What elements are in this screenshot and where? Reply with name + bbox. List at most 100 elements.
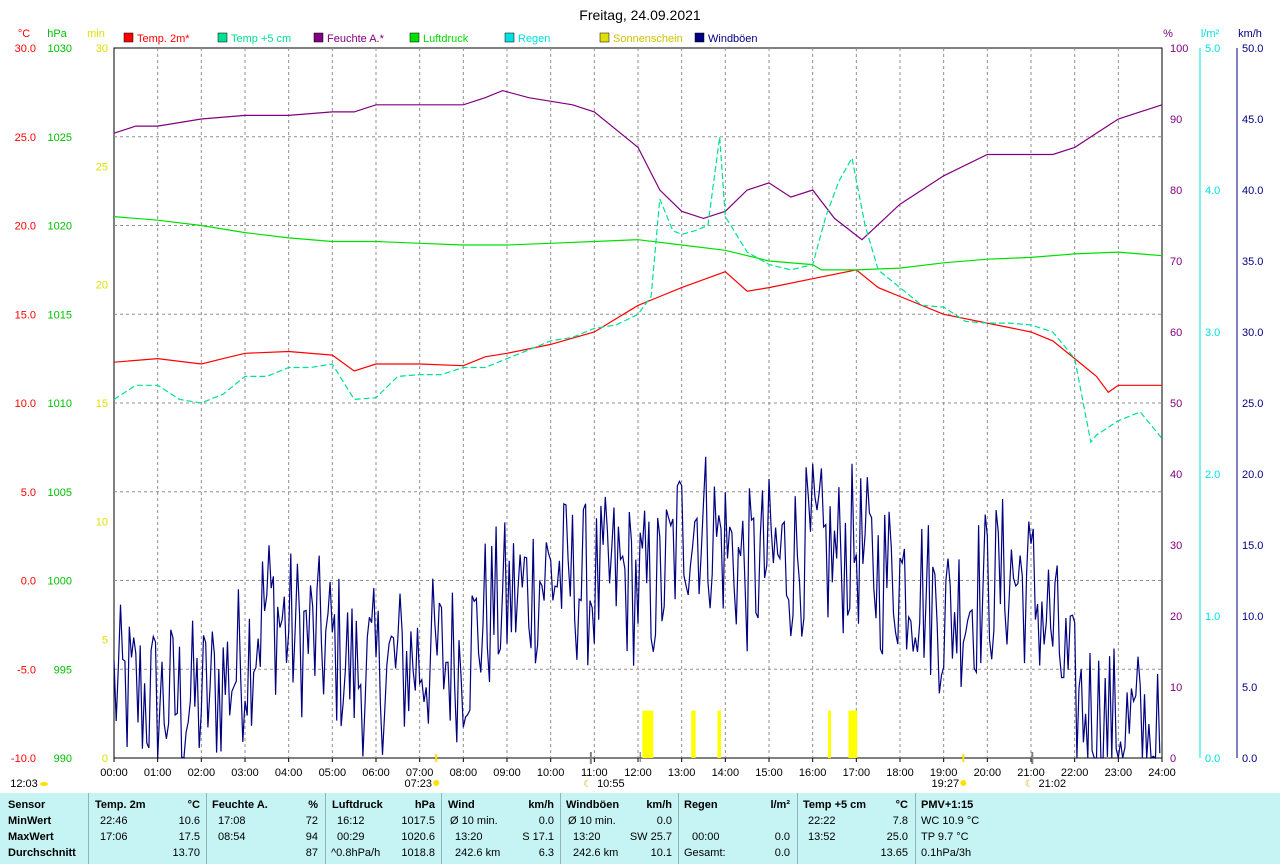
- summary-table: Sensor Temp. 2m °C Feuchte A. % Luftdruc…: [0, 793, 1280, 864]
- rain-tick-label: 0.0: [1205, 753, 1220, 765]
- humidity-tick-label: 80: [1170, 185, 1182, 197]
- cell: 87: [305, 847, 318, 859]
- cell: 0.0: [774, 831, 790, 843]
- legend-swatch: [313, 32, 324, 43]
- wind-tick-label: 40.0: [1242, 185, 1263, 197]
- x-tick-label: 22:00: [1061, 767, 1089, 779]
- cell: 72: [305, 815, 318, 827]
- moon-icon: ☾: [1025, 779, 1034, 790]
- x-tick-label: 23:00: [1105, 767, 1133, 779]
- x-tick-label: 01:00: [144, 767, 172, 779]
- humidity-tick-label: 20: [1170, 611, 1182, 623]
- hdr-t5-unit: °C: [895, 799, 908, 811]
- cell: 00:00: [692, 831, 720, 843]
- hdr-gust: Windböen: [566, 799, 620, 811]
- x-tick-label: 00:00: [100, 767, 128, 779]
- hdr-temp-unit: °C: [187, 799, 200, 811]
- rain-unit-label: l/m²: [1201, 28, 1220, 40]
- humidity-tick-label: 30: [1170, 540, 1182, 552]
- annotations: 07:23 12:03 ☾ 10:55 19:27 ☾ 21:02: [10, 752, 1066, 790]
- x-tick-label: 07:00: [406, 767, 434, 779]
- temp-tick-label: 30.0: [15, 43, 36, 55]
- x-tick-label: 04:00: [275, 767, 303, 779]
- cell: 1018.8: [401, 847, 435, 859]
- cell: 17.5: [178, 831, 200, 843]
- wind-tick-label: 45.0: [1242, 114, 1263, 126]
- humidity-tick-label: 100: [1170, 43, 1188, 55]
- cell: Ø 10 min.: [568, 815, 616, 827]
- legend-entry: Windböen: [708, 33, 758, 45]
- cell: TP 9.7 °C: [921, 831, 969, 843]
- temp-tick-label: -10.0: [11, 753, 36, 765]
- wind-tick-label: 10.0: [1242, 611, 1263, 623]
- legend-entry: Temp. 2m*: [137, 33, 190, 45]
- humidity-tick-label: 0: [1170, 753, 1176, 765]
- pressure-tick-label: 1025: [48, 132, 72, 144]
- x-tick-label: 09:00: [493, 767, 521, 779]
- cell: 0.0: [538, 815, 554, 827]
- temp-tick-label: 20.0: [15, 221, 36, 233]
- cell: SW 25.7: [629, 831, 672, 843]
- x-tick-label: 13:00: [668, 767, 696, 779]
- cell: ^0.8hPa/h: [331, 847, 381, 859]
- cell: 242.6 km: [573, 847, 619, 859]
- cell: 22:22: [808, 815, 836, 827]
- wind-tick-label: 25.0: [1242, 398, 1263, 410]
- cell: 94: [305, 831, 318, 843]
- cell: WC 10.9 °C: [921, 815, 980, 827]
- cell: 0.0: [656, 815, 672, 827]
- x-tick-label: 20:00: [974, 767, 1002, 779]
- grid: [114, 48, 1162, 758]
- sunshine-tick-label: 5: [102, 635, 108, 647]
- x-tick-label: 12:00: [624, 767, 652, 779]
- temp-unit-label: °C: [18, 28, 30, 40]
- temp-tick-label: 10.0: [15, 398, 36, 410]
- legend-entry: Sonnenschein: [613, 33, 683, 45]
- rain-tick-label: 5.0: [1205, 43, 1220, 55]
- cell: 0.1hPa/3h: [921, 847, 972, 859]
- hdr-gust-unit: km/h: [646, 799, 672, 811]
- hdr-hum-unit: %: [308, 799, 318, 811]
- x-tick-label: 02:00: [188, 767, 216, 779]
- cell: 08:54: [218, 831, 246, 843]
- cell: Ø 10 min.: [450, 815, 498, 827]
- sunshine-tick-label: 30: [96, 43, 108, 55]
- wind-tick-label: 30.0: [1242, 327, 1263, 339]
- cell: 17:06: [100, 831, 128, 843]
- series-lines: [113, 89, 1163, 760]
- rain-tick-label: 4.0: [1205, 185, 1220, 197]
- wind-tick-label: 20.0: [1242, 469, 1263, 481]
- rain-tick-label: 3.0: [1205, 327, 1220, 339]
- cell: 0.0: [774, 847, 790, 859]
- x-tick-label: 24:00: [1148, 767, 1176, 779]
- cell: 13:20: [455, 831, 483, 843]
- cell: Gesamt:: [684, 847, 726, 859]
- sunshine-tick-label: 15: [96, 398, 108, 410]
- moon-label: 21:02: [1039, 778, 1067, 790]
- humidity-tick-label: 40: [1170, 469, 1182, 481]
- pressure-tick-label: 1020: [48, 221, 72, 233]
- x-tick-label: 19:00: [930, 767, 958, 779]
- wind-tick-label: 15.0: [1242, 540, 1263, 552]
- sunshine-bar: [848, 710, 858, 758]
- row-label: Durchschnitt: [8, 847, 76, 859]
- pressure-tick-label: 1000: [48, 576, 72, 588]
- cell: 22:46: [100, 815, 128, 827]
- pressure-tick-label: 1030: [48, 43, 72, 55]
- sunshine-bars: [642, 710, 858, 758]
- series-temp-2m: [113, 269, 1162, 394]
- series-feuchte-a: [113, 89, 1163, 241]
- cell: 16:12: [337, 815, 365, 827]
- hdr-temp: Temp. 2m: [95, 799, 146, 811]
- sun-icon: [433, 780, 440, 786]
- legend-entry: Regen: [518, 33, 550, 45]
- wind-tick-label: 50.0: [1242, 43, 1263, 55]
- series-temp-5-cm: [113, 136, 1163, 444]
- x-tick-label: 16:00: [799, 767, 827, 779]
- noon-sun-icon: [40, 782, 48, 786]
- x-tick-label: 08:00: [450, 767, 478, 779]
- legend-swatch: [599, 32, 610, 43]
- hdr-rain-unit: l/m²: [770, 799, 790, 811]
- pressure-tick-label: 1015: [48, 309, 72, 321]
- sunshine-tick-label: 25: [96, 161, 108, 173]
